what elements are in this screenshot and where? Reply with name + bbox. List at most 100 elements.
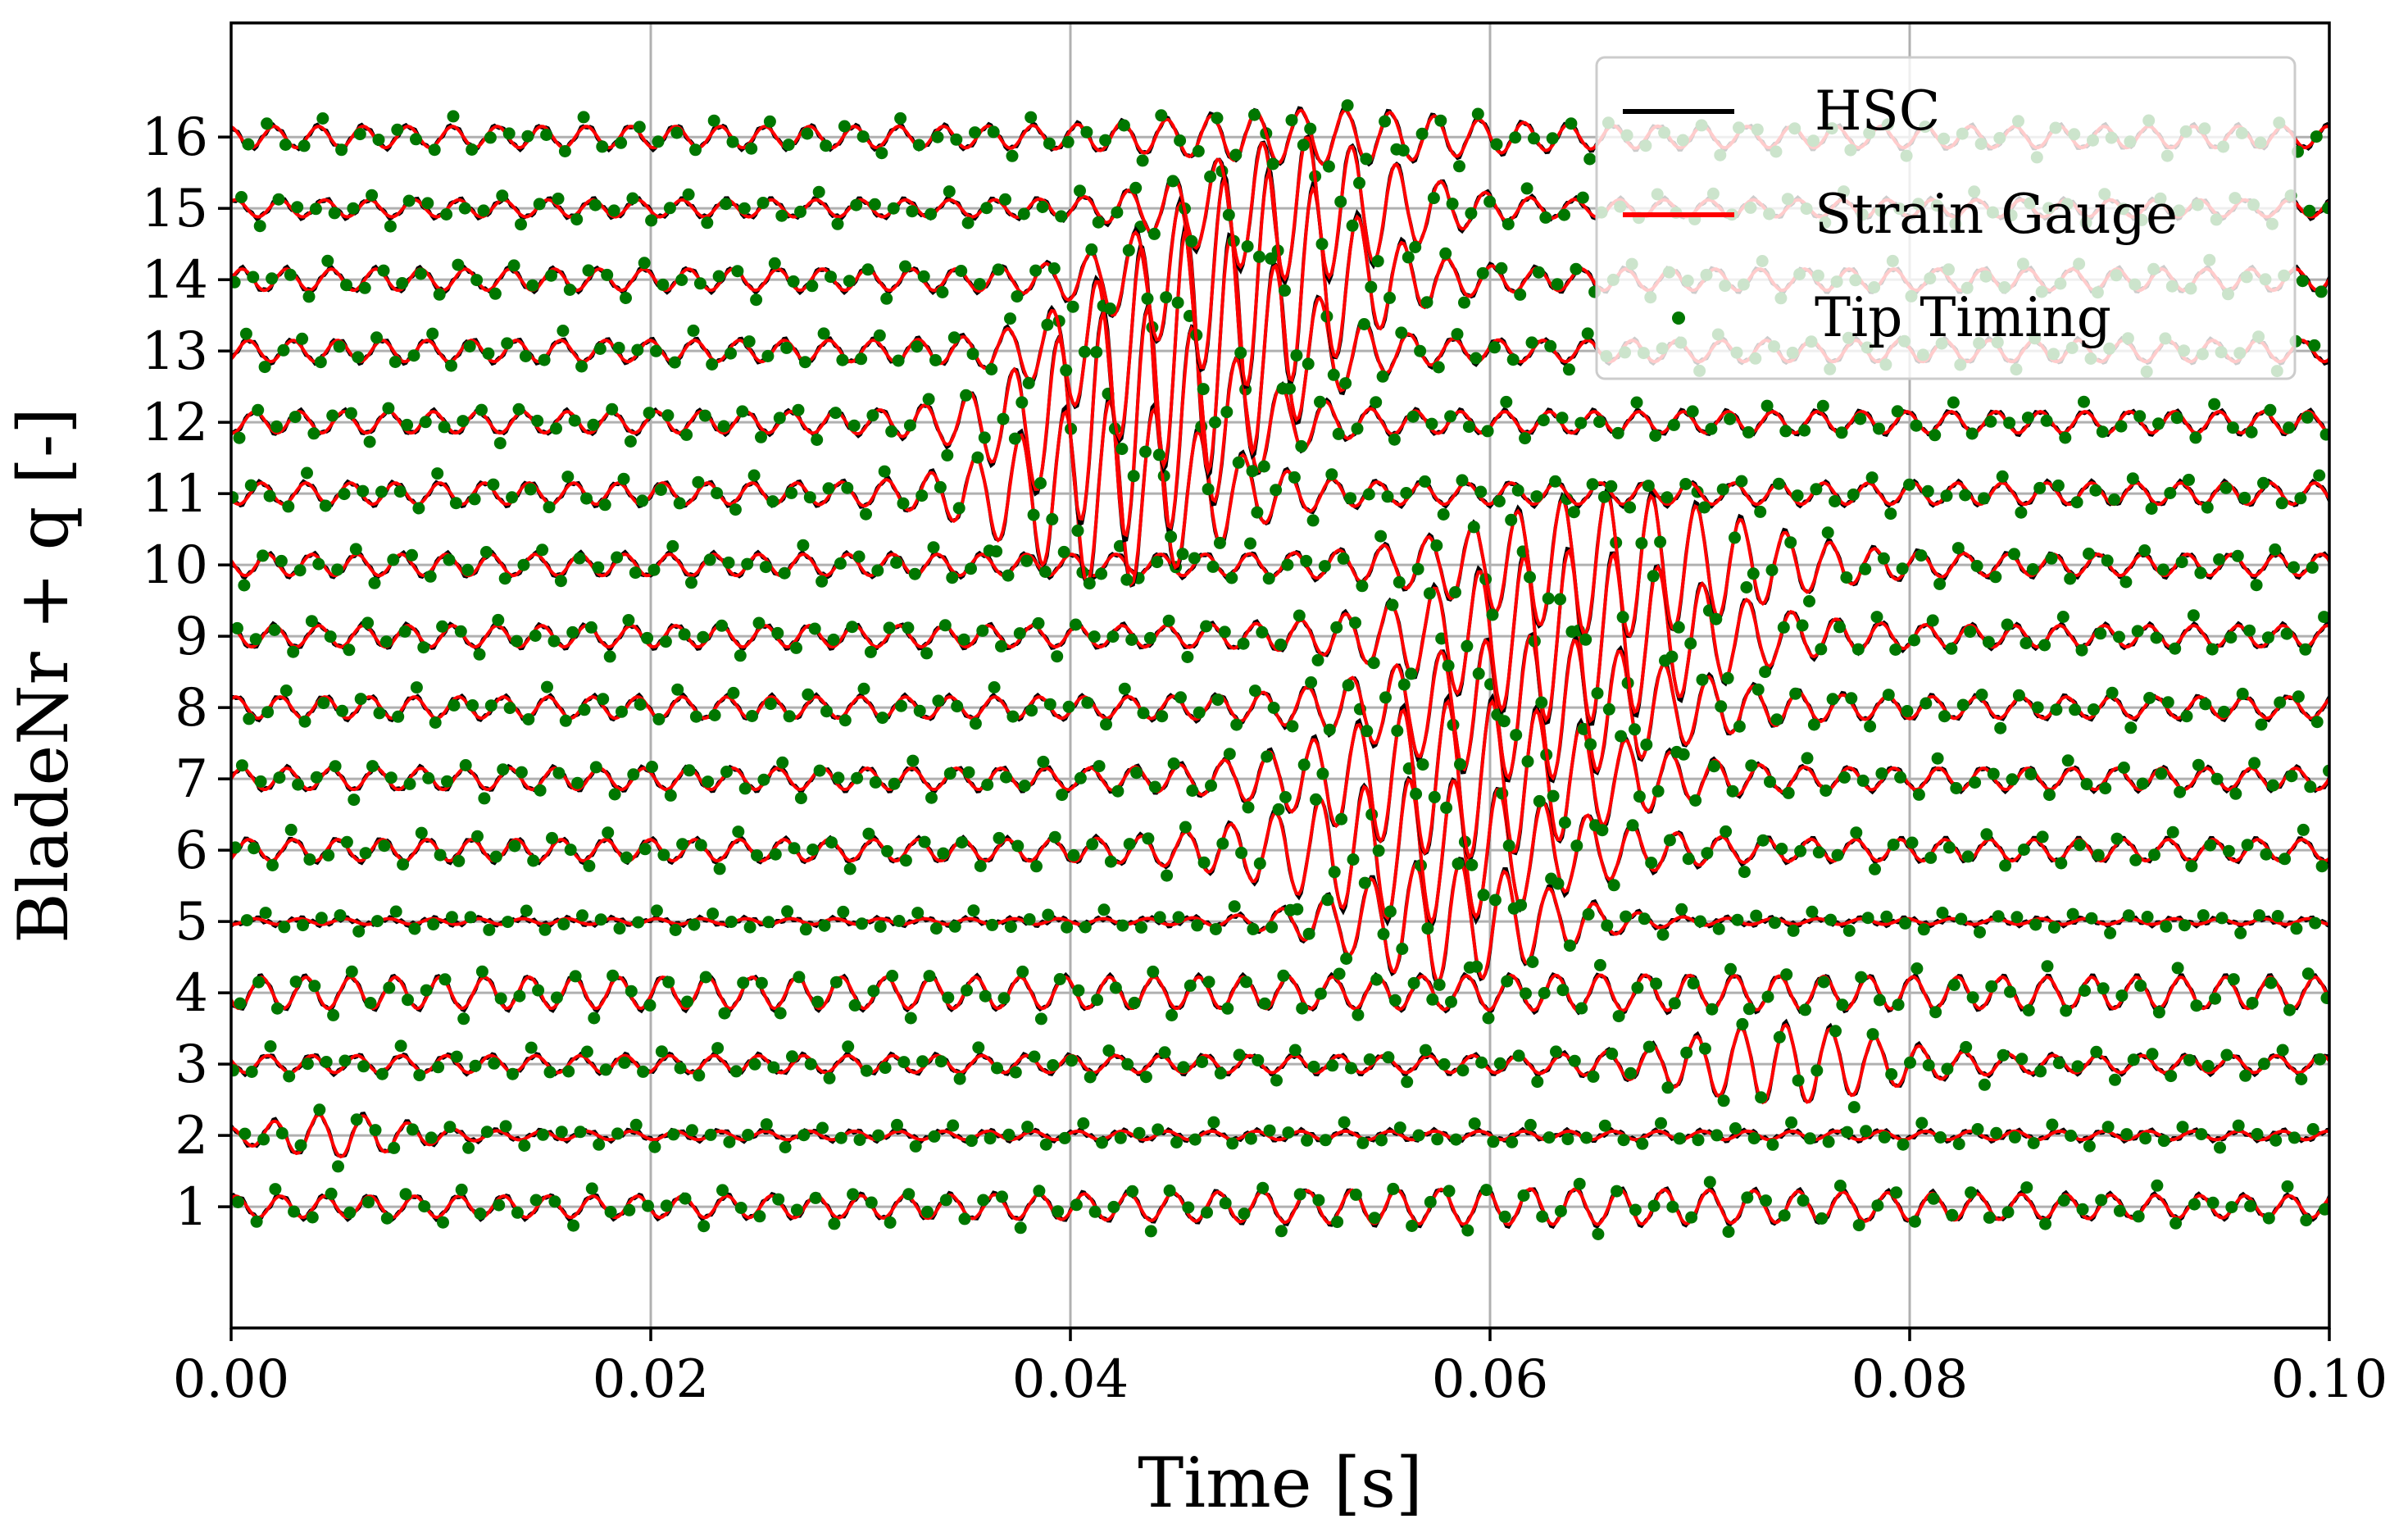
tip-timing-point bbox=[463, 340, 476, 352]
tip-timing-point bbox=[995, 639, 1007, 653]
tip-timing-point bbox=[764, 698, 777, 711]
tip-timing-point bbox=[1088, 630, 1101, 643]
tip-timing-point bbox=[397, 858, 410, 871]
tip-timing-point bbox=[2171, 962, 2184, 975]
tip-timing-point bbox=[570, 213, 584, 226]
tip-timing-point bbox=[794, 792, 807, 805]
tip-timing-point bbox=[1321, 894, 1334, 907]
tip-timing-point bbox=[1209, 923, 1222, 935]
tip-timing-point bbox=[720, 198, 733, 211]
tip-timing-point bbox=[1706, 1003, 1719, 1016]
tip-timing-point bbox=[2133, 410, 2147, 423]
tip-timing-point bbox=[325, 1187, 338, 1200]
tip-timing-point bbox=[301, 466, 313, 480]
tip-timing-point bbox=[734, 1202, 747, 1214]
tip-timing-point bbox=[623, 1203, 636, 1216]
tip-timing-point bbox=[2271, 910, 2284, 922]
tip-timing-point bbox=[2047, 921, 2060, 934]
tip-timing-point bbox=[580, 1045, 593, 1058]
tip-timing-point bbox=[2274, 696, 2287, 709]
tip-timing-point bbox=[1328, 866, 1341, 879]
tip-timing-point bbox=[1822, 1135, 1835, 1148]
tip-timing-point bbox=[1061, 135, 1075, 148]
tip-timing-point bbox=[1405, 667, 1418, 680]
tip-timing-point bbox=[790, 1203, 803, 1216]
tip-timing-point bbox=[1083, 577, 1096, 590]
tip-timing-point bbox=[1630, 396, 1643, 409]
tip-timing-point bbox=[1118, 682, 1131, 695]
tip-timing-point bbox=[1230, 718, 1243, 731]
tip-timing-point bbox=[1461, 639, 1474, 653]
tip-timing-point bbox=[501, 337, 514, 350]
tip-timing-point bbox=[257, 1133, 270, 1146]
tip-timing-point bbox=[812, 185, 825, 198]
tip-timing-point bbox=[1201, 1206, 1213, 1219]
tip-timing-point bbox=[366, 760, 379, 773]
y-tick-label: 1 bbox=[175, 1177, 208, 1238]
tip-timing-point bbox=[248, 842, 261, 855]
tip-timing-point bbox=[1558, 208, 1570, 221]
tip-timing-point bbox=[333, 340, 346, 353]
tip-timing-point bbox=[881, 844, 894, 857]
tip-timing-point bbox=[529, 630, 542, 642]
tip-timing-point bbox=[1262, 572, 1275, 585]
tip-timing-point bbox=[403, 777, 416, 790]
tip-timing-point bbox=[1163, 1184, 1176, 1197]
tip-timing-point bbox=[315, 912, 328, 925]
tip-timing-point bbox=[1505, 513, 1518, 526]
tip-timing-point bbox=[1088, 1205, 1102, 1218]
tip-timing-point bbox=[2238, 491, 2251, 504]
tip-timing-point bbox=[1544, 339, 1557, 352]
tip-timing-point bbox=[752, 616, 766, 630]
tip-timing-point bbox=[1111, 206, 1124, 219]
tip-timing-point bbox=[1037, 755, 1050, 768]
tip-timing-point bbox=[448, 698, 461, 712]
tip-timing-point bbox=[1247, 922, 1260, 935]
tip-timing-point bbox=[1341, 99, 1354, 112]
tip-timing-point bbox=[1093, 760, 1106, 773]
tip-timing-point bbox=[1314, 987, 1327, 1000]
tip-timing-point bbox=[818, 919, 831, 932]
tip-timing-point bbox=[956, 836, 969, 849]
tip-timing-point bbox=[1209, 416, 1221, 429]
tip-timing-point bbox=[911, 907, 925, 920]
tip-timing-point bbox=[1650, 977, 1663, 990]
tip-timing-point bbox=[1197, 856, 1211, 869]
tip-timing-point bbox=[1692, 1134, 1705, 1147]
strain-gauge-line bbox=[231, 973, 2329, 1013]
tip-timing-point bbox=[375, 485, 388, 498]
tip-timing-point bbox=[434, 848, 447, 862]
tip-timing-point bbox=[1816, 399, 1829, 412]
tip-timing-point bbox=[843, 275, 856, 288]
tip-timing-point bbox=[2143, 692, 2156, 704]
tip-timing-point bbox=[2180, 710, 2193, 723]
tip-timing-point bbox=[1177, 1061, 1190, 1074]
tip-timing-point bbox=[622, 614, 635, 626]
tip-timing-point bbox=[2083, 548, 2095, 560]
tip-timing-point bbox=[554, 575, 567, 588]
tip-timing-point bbox=[2080, 778, 2093, 791]
tip-timing-point bbox=[861, 263, 875, 276]
tip-timing-point bbox=[427, 918, 440, 931]
tip-timing-point bbox=[338, 1054, 352, 1067]
tip-timing-point bbox=[666, 539, 679, 553]
tip-timing-point bbox=[716, 619, 729, 632]
strain-gauge-line bbox=[231, 398, 2329, 588]
tip-timing-point bbox=[546, 831, 558, 844]
tip-timing-point bbox=[1542, 1131, 1556, 1144]
tip-timing-point bbox=[1261, 750, 1274, 763]
tip-timing-point bbox=[1842, 924, 1856, 937]
tip-timing-point bbox=[984, 1132, 997, 1145]
tip-timing-point bbox=[287, 645, 300, 658]
tip-timing-point bbox=[1611, 426, 1624, 439]
tip-timing-point bbox=[1415, 127, 1429, 140]
tip-timing-point bbox=[892, 354, 905, 367]
tip-timing-point bbox=[906, 205, 919, 218]
tip-timing-point bbox=[1365, 280, 1378, 293]
tip-timing-point bbox=[2234, 926, 2247, 939]
blade-3-traces bbox=[231, 1017, 2329, 1114]
tip-timing-point bbox=[874, 920, 887, 933]
tip-timing-point bbox=[1462, 421, 1475, 434]
tip-timing-point bbox=[1829, 495, 1842, 507]
tip-timing-point bbox=[2020, 1181, 2033, 1194]
